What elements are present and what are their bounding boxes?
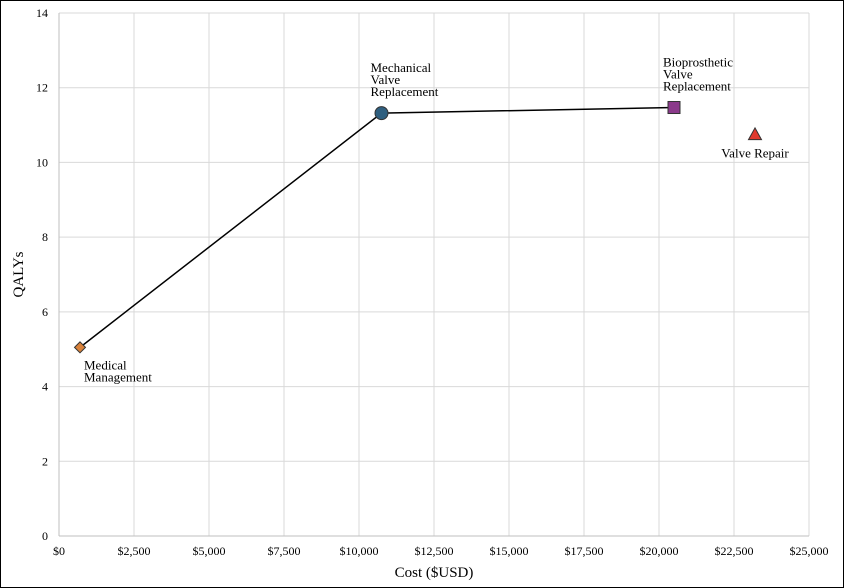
y-tick-label: 8 <box>42 230 48 244</box>
point-label: Bioprosthetic Valve Replacement <box>663 55 733 94</box>
x-tick-label: $17,500 <box>565 544 604 558</box>
x-tick-label: $15,000 <box>490 544 529 558</box>
point-label: Medical Management <box>84 357 152 384</box>
x-tick-label: $22,500 <box>715 544 754 558</box>
x-tick-label: $12,500 <box>415 544 454 558</box>
y-tick-label: 12 <box>36 81 48 95</box>
gridlines <box>59 12 810 536</box>
y-tick-label: 2 <box>42 454 48 468</box>
point-label: Mechanical Valve Replacement <box>371 60 439 99</box>
y-axis-title: QALYs <box>11 251 27 297</box>
x-tick-label: $20,000 <box>640 544 679 558</box>
x-tick-label: $0 <box>53 544 65 558</box>
point-marker-square <box>667 101 681 115</box>
y-tick-label: 0 <box>42 529 48 543</box>
x-tick-label: $25,000 <box>790 544 829 558</box>
x-tick-label: $2,500 <box>118 544 151 558</box>
data-points <box>73 101 763 354</box>
x-axis-title: Cost ($USD) <box>395 565 474 581</box>
point-marker-triangle <box>747 126 763 141</box>
x-tick-label: $10,000 <box>340 544 379 558</box>
y-tick-label: 6 <box>42 305 48 319</box>
y-tick-label: 14 <box>36 6 48 20</box>
axes: $0 $2,500 $5,000 $7,500 $10,000 $12,500 $15,00… <box>36 6 829 558</box>
point-marker-diamond <box>73 341 87 354</box>
point-label: Valve Repair <box>721 145 789 160</box>
x-tick-label: $7,500 <box>268 544 301 558</box>
x-tick-label: $5,000 <box>193 544 226 558</box>
y-tick-label: 10 <box>36 155 48 169</box>
point-marker-circle <box>374 106 389 121</box>
y-tick-label: 4 <box>42 380 48 394</box>
data-labels: Medical Management Mechanical Valve Replacem… <box>84 55 789 385</box>
